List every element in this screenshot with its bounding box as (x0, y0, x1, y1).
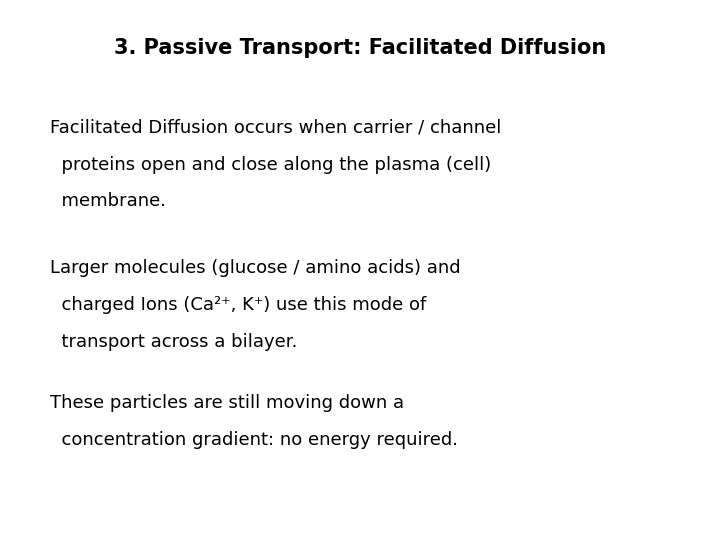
Text: membrane.: membrane. (50, 192, 166, 210)
Text: concentration gradient: no energy required.: concentration gradient: no energy requir… (50, 431, 459, 449)
Text: Larger molecules (glucose / amino acids) and: Larger molecules (glucose / amino acids)… (50, 259, 461, 277)
Text: transport across a bilayer.: transport across a bilayer. (50, 333, 298, 350)
Text: Facilitated Diffusion occurs when carrier / channel: Facilitated Diffusion occurs when carrie… (50, 119, 502, 137)
Text: charged Ions (Ca²⁺, K⁺) use this mode of: charged Ions (Ca²⁺, K⁺) use this mode of (50, 296, 427, 314)
Text: proteins open and close along the plasma (cell): proteins open and close along the plasma… (50, 156, 492, 173)
Text: 3. Passive Transport: Facilitated Diffusion: 3. Passive Transport: Facilitated Diffus… (114, 38, 606, 58)
Text: These particles are still moving down a: These particles are still moving down a (50, 394, 405, 412)
